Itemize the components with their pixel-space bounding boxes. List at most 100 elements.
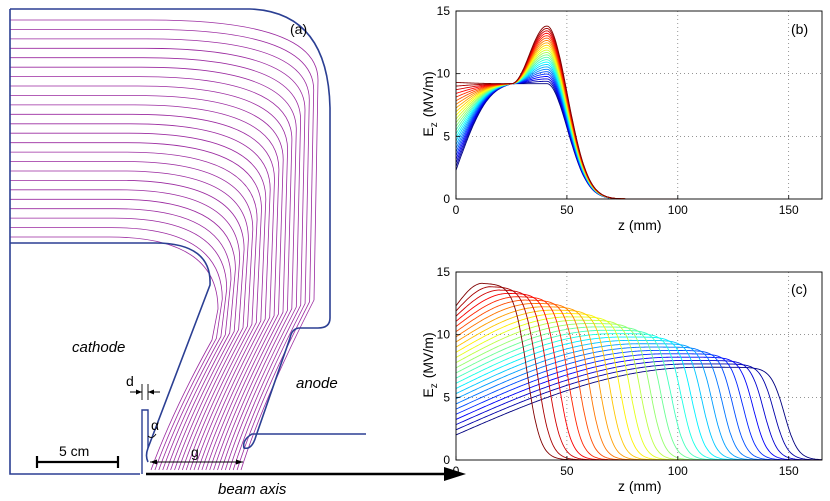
field-line (10, 19, 319, 471)
field-line (10, 66, 297, 471)
beam-axis-arrowhead (444, 467, 466, 481)
panel-c: 0 50 100 150 0 5 10 15 (c) z (mm) Ez (MV/m) (420, 265, 823, 494)
series-line (455, 296, 822, 461)
field-line (10, 47, 306, 471)
axes-frame (455, 10, 823, 200)
series-line (455, 339, 822, 461)
g-label: g (191, 444, 199, 460)
field-line (10, 38, 310, 471)
series-line (455, 323, 822, 461)
field-line (10, 161, 254, 471)
panel-a-label: (a) (290, 21, 307, 37)
d-label: d (126, 373, 134, 389)
field-line (10, 57, 302, 471)
y-axis-label: Ez (MV/m) (420, 332, 440, 397)
series-line (455, 360, 822, 461)
field-line (10, 236, 219, 471)
x-tick-label: 100 (668, 464, 688, 478)
field-line (10, 227, 223, 471)
y-axis-label-sub: z (429, 122, 440, 127)
panel-b: 0 50 100 150 0 5 10 15 (b) z (mm) Ez (MV/m) (420, 4, 823, 233)
series-line (455, 356, 822, 461)
x-axis-label: z (mm) (618, 478, 662, 494)
field-line (10, 170, 249, 471)
y-tick-label: 10 (437, 328, 451, 342)
anode-label: anode (296, 375, 338, 392)
field-lines (10, 19, 319, 471)
beam-axis-label: beam axis (218, 481, 287, 498)
curves (455, 282, 823, 461)
field-line (10, 76, 293, 471)
axes-frame (455, 271, 823, 461)
x-tick-label: 0 (453, 464, 460, 478)
x-tick-label: 50 (560, 203, 574, 217)
x-tick-label: 100 (668, 203, 688, 217)
ticks: 0 50 100 150 0 5 10 15 (437, 265, 799, 478)
y-axis-label-unit: (MV/m) (420, 332, 436, 378)
cathode-electrode (9, 9, 211, 475)
x-axis-label: z (mm) (618, 217, 662, 233)
anode-electrode (10, 8, 366, 450)
scale-bar (35, 456, 120, 468)
series-line (455, 350, 822, 461)
y-tick-label: 5 (443, 129, 450, 143)
d-arrowhead-right (148, 389, 154, 395)
y-tick-label: 15 (437, 265, 451, 279)
series-line (455, 336, 822, 461)
field-line (10, 217, 228, 471)
series-line (455, 59, 678, 200)
d-arrowhead-left (136, 389, 142, 395)
d-dimension (130, 384, 160, 400)
field-line (10, 29, 315, 471)
field-line (10, 208, 232, 471)
x-tick-label: 150 (779, 464, 799, 478)
svg-text:Ez(MV/m): Ez (MV/m) (420, 71, 440, 136)
series-line (455, 343, 822, 461)
field-line (10, 142, 262, 471)
field-line (10, 85, 289, 471)
series-line (455, 333, 822, 461)
panel-b-label: (b) (791, 21, 808, 37)
alpha-arc (147, 433, 157, 439)
y-axis-label-sub: z (429, 383, 440, 388)
y-tick-label: 0 (443, 453, 450, 467)
field-line (10, 104, 280, 471)
ticks: 0 50 100 150 0 5 10 15 (437, 4, 799, 217)
series-line (455, 282, 822, 461)
panel-c-label: (c) (791, 281, 807, 297)
scale-label: 5 cm (59, 443, 89, 459)
g-arrowhead-right (236, 459, 243, 465)
y-tick-label: 15 (437, 4, 451, 18)
series-line (455, 366, 823, 461)
x-tick-label: 50 (560, 464, 574, 478)
panel-a: beam axis 5 cm cathode anode (a) d α g (9, 8, 466, 498)
y-tick-label: 0 (443, 192, 450, 206)
x-tick-label: 0 (453, 203, 460, 217)
series-line (455, 289, 822, 461)
field-line (10, 132, 267, 471)
y-tick-label: 5 (443, 390, 450, 404)
g-arrowhead-left (150, 459, 157, 465)
cathode-tip (141, 409, 149, 474)
svg-text:Ez(MV/m): Ez (MV/m) (420, 332, 440, 397)
y-axis-label-main: E (420, 127, 436, 136)
x-tick-label: 150 (779, 203, 799, 217)
y-axis-label-main: E (420, 388, 436, 397)
field-line (10, 189, 241, 471)
alpha-label: α (151, 417, 159, 433)
field-line (10, 123, 271, 471)
series-line (455, 61, 678, 200)
y-axis-label-unit: (MV/m) (420, 71, 436, 117)
y-axis-label: Ez (MV/m) (420, 71, 440, 136)
field-line (10, 113, 275, 471)
series-line (455, 346, 822, 461)
field-line (10, 95, 284, 471)
field-line (10, 151, 258, 471)
series-line (455, 363, 823, 461)
field-line (10, 198, 236, 471)
field-line (10, 180, 245, 471)
cathode-label: cathode (72, 339, 125, 356)
series-line (455, 353, 822, 461)
y-tick-label: 10 (437, 67, 451, 81)
